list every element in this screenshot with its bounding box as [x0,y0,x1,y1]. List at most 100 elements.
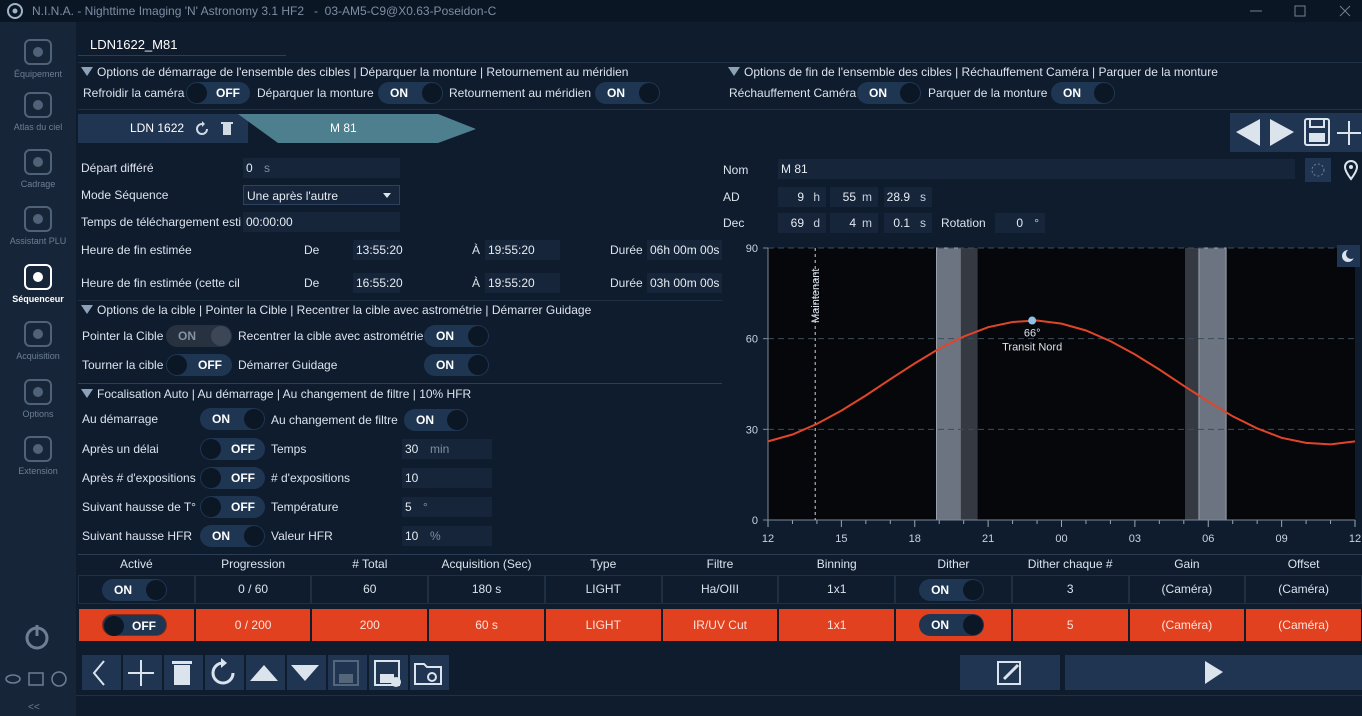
table-cell[interactable]: 3 [1011,575,1129,604]
form-label: Mode Séquence [81,188,169,202]
sidebar-item[interactable]: Extension [0,430,76,484]
toolbar-button[interactable] [164,655,203,690]
dropdown[interactable]: Une après l'autre [243,185,400,205]
input-field[interactable]: 30 min [402,439,492,459]
toolbar-button[interactable] [369,655,408,690]
toolbar-button[interactable] [410,655,449,690]
input-field[interactable]: 19:55:20 [485,240,560,260]
toolbar-button[interactable] [328,655,367,690]
input-field[interactable]: 13:55:20 [353,240,403,260]
input-field[interactable]: 0.1 s [884,213,932,233]
table-cell[interactable]: 60 s [428,608,545,642]
expander-icon[interactable] [728,67,740,76]
table-cell[interactable]: (Caméra) [1245,608,1362,642]
toggle[interactable]: ON [1051,82,1115,104]
table-cell[interactable]: (Caméra) [1128,608,1246,642]
start-button[interactable] [1065,655,1362,690]
input-field[interactable]: 10 [402,468,492,488]
sidebar-label: Extension [18,466,58,476]
table-cell[interactable]: LIGHT [544,608,662,642]
sidebar-item[interactable]: Acquisition [0,315,76,369]
sidebar-item[interactable]: Assistant PLU [0,200,76,254]
toggle[interactable]: ON [200,408,265,430]
toolbar-button[interactable] [287,655,326,690]
cell-text: IR/UV Cut [692,618,747,632]
table-cell[interactable]: IR/UV Cut [661,608,779,642]
input-field[interactable]: 5 ° [402,497,492,517]
input-field[interactable]: 03h 00m 00s [647,273,722,293]
toggle[interactable]: OFF [166,354,232,376]
sidebar-item[interactable]: Atlas du ciel [0,86,76,140]
table-cell[interactable]: 1x1 [778,575,896,604]
input-field[interactable]: 55 m [830,187,878,207]
toggle[interactable]: OFF [186,82,250,104]
toggle[interactable]: ON [424,354,489,376]
toggle[interactable]: OFF [200,467,265,489]
power-button[interactable] [22,622,52,652]
table-cell[interactable]: 0 / 200 [194,608,312,642]
table-cell[interactable]: Ha/OIII [661,575,779,604]
toggle[interactable]: ON [919,578,985,601]
toggle[interactable]: OFF [200,496,265,518]
sidebar-item[interactable]: Options [0,373,76,427]
table-cell[interactable]: 60 [311,575,429,604]
input-field[interactable]: M 81 [778,159,1295,179]
sidebar-item[interactable]: Cadrage [0,143,76,197]
edit-button[interactable] [960,655,1060,690]
table-cell[interactable] [895,608,1012,642]
toggle[interactable]: OFF [102,614,167,636]
table-cell[interactable]: (Caméra) [1128,575,1246,604]
sidebar-item[interactable]: Équipement [0,33,76,87]
location-button[interactable] [1340,158,1362,182]
nav-prev[interactable] [1232,115,1264,150]
table-cell[interactable]: LIGHT [544,575,662,604]
input-field[interactable]: 10% [402,526,492,546]
toggle[interactable]: ON [102,578,167,601]
toggle[interactable]: ON [857,82,921,104]
toggle[interactable]: ON [424,325,489,347]
input-field[interactable]: 28.9 s [884,187,932,207]
table-cell[interactable]: 5 [1011,608,1129,642]
input-field[interactable]: 00:00:00 [243,212,400,232]
target-tab-active[interactable] [238,114,478,144]
toolbar-button[interactable] [205,655,244,690]
input-field[interactable]: 06h 00m 00s [647,240,722,260]
input-field[interactable]: 19:55:20 [485,273,560,293]
toggle[interactable]: ON [166,325,232,347]
table-cell[interactable]: 1x1 [778,608,896,642]
nav-add[interactable] [1336,118,1362,148]
maximize-button[interactable] [1288,3,1312,19]
toolbar-button[interactable] [246,655,285,690]
input-field[interactable]: 69 d [778,213,826,233]
table-cell[interactable]: 0 / 60 [194,575,312,604]
table-cell[interactable]: (Caméra) [1245,575,1362,604]
moon-toggle[interactable] [1337,245,1360,267]
input-field[interactable]: 0 ° [995,213,1045,233]
table-cell[interactable]: 180 s [428,575,545,604]
toolbar-button[interactable] [123,655,162,690]
close-button[interactable] [1333,3,1357,19]
expander-icon[interactable] [81,389,93,398]
toggle[interactable]: ON [404,409,468,431]
sidebar-item[interactable]: Séquenceur [0,258,76,312]
nav-next[interactable] [1266,115,1298,150]
input-field[interactable]: 16:55:20 [353,273,403,293]
toggle[interactable]: ON [919,614,985,636]
toggle[interactable]: ON [378,82,443,104]
target-tab[interactable]: LDN 1622 [78,114,248,143]
minimize-button[interactable] [1244,3,1268,19]
toggle[interactable]: ON [200,525,265,547]
toolbar-button[interactable] [82,655,121,690]
sidebar-tools[interactable] [4,670,70,688]
nav-save[interactable] [1302,116,1332,148]
toggle[interactable]: ON [595,82,660,104]
table-cell[interactable]: 200 [311,608,429,642]
expander-icon[interactable] [81,67,93,76]
framing-button[interactable] [1305,158,1331,182]
expander-icon[interactable] [81,305,93,314]
tab-icons[interactable] [194,120,234,138]
toggle[interactable]: OFF [200,438,265,460]
